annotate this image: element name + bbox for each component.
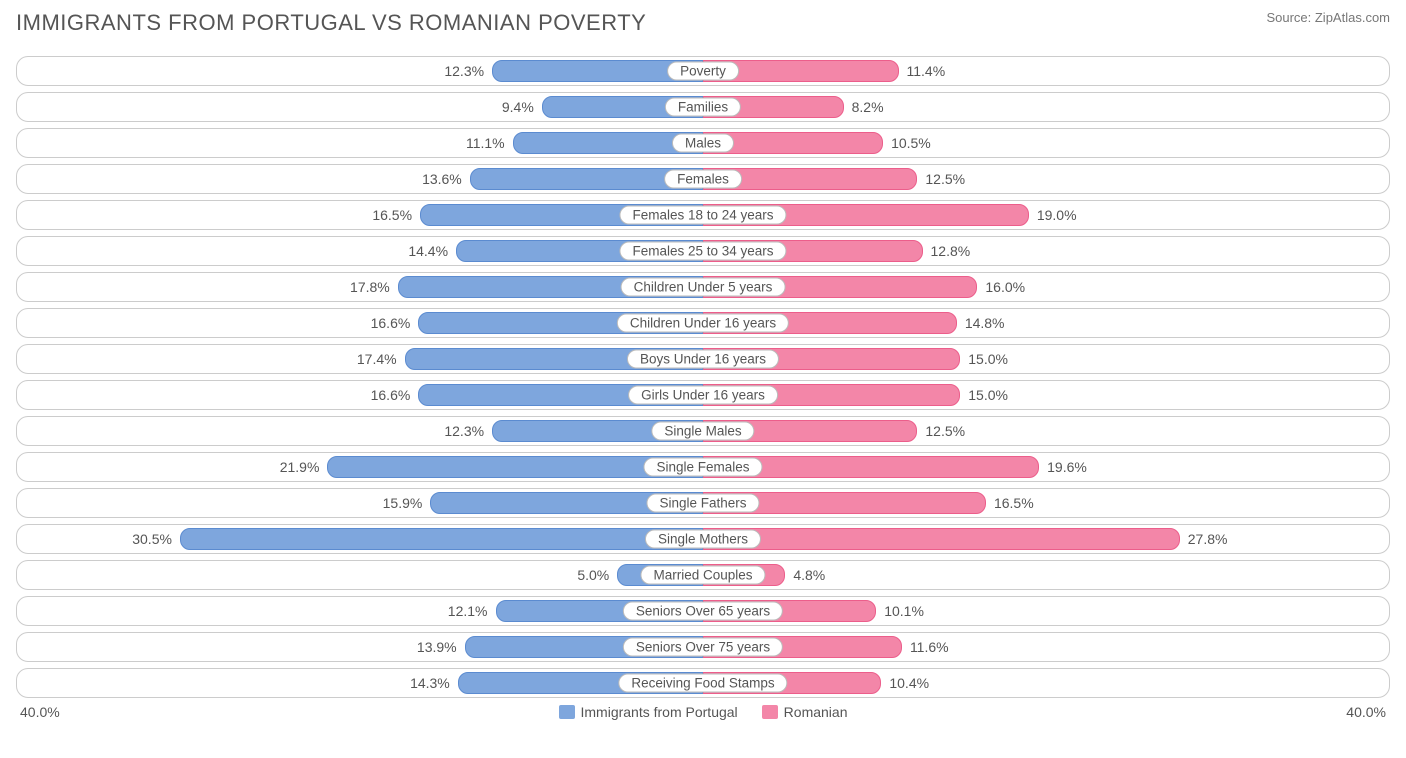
value-left: 16.6% <box>371 387 419 403</box>
value-left: 12.1% <box>448 603 496 619</box>
value-left: 11.1% <box>466 135 513 151</box>
category-label: Seniors Over 65 years <box>623 602 783 621</box>
value-left: 15.9% <box>383 495 431 511</box>
value-left: 17.4% <box>357 351 405 367</box>
chart-row: 14.3% 10.4% Receiving Food Stamps <box>16 668 1390 698</box>
legend-swatch <box>762 705 778 719</box>
chart-row: 30.5% 27.8% Single Mothers <box>16 524 1390 554</box>
chart-row: 9.4% 8.2% Families <box>16 92 1390 122</box>
value-right: 12.8% <box>923 243 971 259</box>
axis-max-left: 40.0% <box>20 704 60 720</box>
value-left: 9.4% <box>502 99 542 115</box>
bar-right <box>703 528 1180 550</box>
chart-row: 12.3% 11.4% Poverty <box>16 56 1390 86</box>
chart-row: 16.6% 14.8% Children Under 16 years <box>16 308 1390 338</box>
legend-item: Romanian <box>762 704 848 720</box>
category-label: Poverty <box>667 62 739 81</box>
value-left: 16.6% <box>371 315 419 331</box>
value-right: 4.8% <box>785 567 825 583</box>
chart-header: IMMIGRANTS FROM PORTUGAL VS ROMANIAN POV… <box>12 10 1394 36</box>
chart-row: 17.4% 15.0% Boys Under 16 years <box>16 344 1390 374</box>
value-right: 14.8% <box>957 315 1005 331</box>
value-right: 16.0% <box>977 279 1025 295</box>
legend-label: Immigrants from Portugal <box>581 704 738 720</box>
value-left: 13.6% <box>422 171 470 187</box>
value-right: 12.5% <box>917 423 965 439</box>
category-label: Females 18 to 24 years <box>619 206 786 225</box>
value-right: 10.4% <box>881 675 929 691</box>
value-left: 5.0% <box>577 567 617 583</box>
axis-max-right: 40.0% <box>1346 704 1386 720</box>
category-label: Families <box>665 98 741 117</box>
category-label: Males <box>672 134 734 153</box>
category-label: Boys Under 16 years <box>627 350 779 369</box>
category-label: Seniors Over 75 years <box>623 638 783 657</box>
category-label: Children Under 5 years <box>621 278 786 297</box>
category-label: Single Fathers <box>646 494 759 513</box>
value-left: 16.5% <box>372 207 420 223</box>
value-left: 14.4% <box>408 243 456 259</box>
category-label: Single Males <box>651 422 754 441</box>
chart-row: 21.9% 19.6% Single Females <box>16 452 1390 482</box>
value-left: 21.9% <box>280 459 328 475</box>
category-label: Single Females <box>643 458 762 477</box>
source-label: Source: ZipAtlas.com <box>1266 10 1390 25</box>
value-left: 14.3% <box>410 675 458 691</box>
value-left: 17.8% <box>350 279 398 295</box>
bar-left <box>180 528 703 550</box>
chart-row: 13.9% 11.6% Seniors Over 75 years <box>16 632 1390 662</box>
value-left: 12.3% <box>444 423 492 439</box>
category-label: Girls Under 16 years <box>628 386 778 405</box>
chart-row: 11.1% 10.5% Males <box>16 128 1390 158</box>
chart-row: 16.6% 15.0% Girls Under 16 years <box>16 380 1390 410</box>
value-right: 10.5% <box>883 135 931 151</box>
category-label: Children Under 16 years <box>617 314 789 333</box>
value-right: 27.8% <box>1180 531 1228 547</box>
category-label: Receiving Food Stamps <box>618 674 787 693</box>
value-right: 12.5% <box>917 171 965 187</box>
category-label: Females <box>664 170 742 189</box>
legend-label: Romanian <box>784 704 848 720</box>
chart-row: 14.4% 12.8% Females 25 to 34 years <box>16 236 1390 266</box>
value-left: 13.9% <box>417 639 465 655</box>
value-right: 8.2% <box>844 99 884 115</box>
chart-row: 15.9% 16.5% Single Fathers <box>16 488 1390 518</box>
value-right: 15.0% <box>960 351 1008 367</box>
legend-swatch <box>559 705 575 719</box>
chart-title: IMMIGRANTS FROM PORTUGAL VS ROMANIAN POV… <box>16 10 646 36</box>
category-label: Females 25 to 34 years <box>619 242 786 261</box>
legend: Immigrants from Portugal Romanian <box>559 704 848 720</box>
legend-item: Immigrants from Portugal <box>559 704 738 720</box>
chart-footer: 40.0% Immigrants from Portugal Romanian 4… <box>12 704 1394 720</box>
value-left: 30.5% <box>132 531 180 547</box>
chart-row: 12.1% 10.1% Seniors Over 65 years <box>16 596 1390 626</box>
value-right: 19.6% <box>1039 459 1087 475</box>
chart-area: 12.3% 11.4% Poverty 9.4% 8.2% Families 11.1% 10… <box>12 56 1394 698</box>
value-right: 15.0% <box>960 387 1008 403</box>
value-right: 16.5% <box>986 495 1034 511</box>
chart-row: 16.5% 19.0% Females 18 to 24 years <box>16 200 1390 230</box>
chart-row: 5.0% 4.8% Married Couples <box>16 560 1390 590</box>
chart-row: 12.3% 12.5% Single Males <box>16 416 1390 446</box>
value-left: 12.3% <box>444 63 492 79</box>
value-right: 19.0% <box>1029 207 1077 223</box>
category-label: Single Mothers <box>645 530 761 549</box>
category-label: Married Couples <box>640 566 765 585</box>
chart-row: 17.8% 16.0% Children Under 5 years <box>16 272 1390 302</box>
chart-row: 13.6% 12.5% Females <box>16 164 1390 194</box>
value-right: 11.6% <box>902 639 949 655</box>
value-right: 10.1% <box>876 603 924 619</box>
value-right: 11.4% <box>899 63 946 79</box>
